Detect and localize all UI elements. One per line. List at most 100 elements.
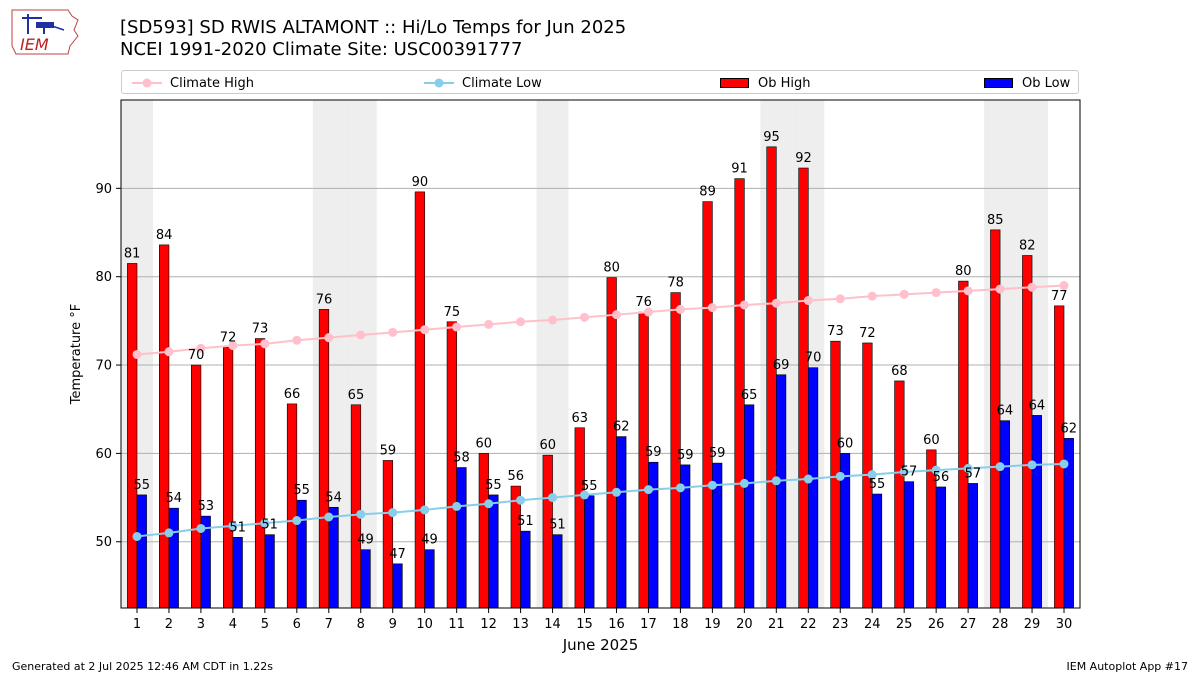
ob-high-label-28: 85 [987,213,1004,228]
ob-high-label-22: 92 [795,151,812,166]
climate-high-point-5 [260,339,270,349]
weekend-band-day-29 [1016,100,1049,608]
climate-low-point-8 [356,509,366,519]
x-tick-label-30: 30 [1056,617,1073,632]
ob-low-bar-27 [967,483,979,609]
ob-high-bar-6 [286,403,298,609]
ob-high-label-4: 72 [220,330,237,345]
climate-high-point-6 [292,335,302,345]
climate-high-point-16 [611,310,621,320]
ob-high-bar-11 [446,321,457,609]
climate-high-point-10 [420,325,430,335]
ob-high-label-23: 73 [827,324,844,339]
plot-frame [120,99,1081,609]
ob-high-label-30: 77 [1051,289,1068,304]
ob-high-label-16: 80 [603,261,620,276]
climate-low-point-3 [196,523,206,533]
weekend-band-day-1 [121,100,153,608]
ob-low-label-7: 54 [325,490,342,505]
ob-low-label-5: 51 [261,518,278,533]
ob-high-bar-12 [478,453,489,609]
ob-high-label-14: 60 [539,438,556,453]
climate-high-point-13 [516,317,526,327]
x-tick-label-5: 5 [261,617,269,632]
ob-high-label-5: 73 [252,322,269,337]
ob-low-bar-12 [488,494,499,609]
legend-item-climate-high: Climate High [132,74,254,92]
chart-title: [SD593] SD RWIS ALTAMONT :: Hi/Lo Temps … [120,17,627,38]
ob-low-label-23: 60 [837,436,854,451]
ob-high-label-27: 80 [955,264,972,279]
legend-swatch-ob-high [720,78,749,88]
y-axis-label: Temperature °F [69,304,84,405]
ob-low-label-19: 59 [709,446,726,461]
ob-high-label-25: 68 [891,364,908,379]
x-tick-label-14: 14 [544,617,561,632]
bars [127,146,1074,609]
legend-swatch-climate-high [132,78,162,88]
x-tick-label-10: 10 [416,617,433,632]
climate-low-point-14 [548,493,558,503]
ob-low-bar-3 [200,515,211,609]
climate-high-point-26 [931,288,941,298]
climate-low-point-6 [292,516,302,526]
x-tick-label-21: 21 [768,617,785,632]
ob-high-label-29: 82 [1019,238,1036,253]
ob-high-bar-8 [350,404,362,609]
climate-low-point-24 [867,470,877,480]
gridlines [121,187,1080,543]
ob-low-bar-11 [456,467,467,609]
climate-low-point-22 [803,474,813,484]
x-tick-label-23: 23 [832,617,849,632]
x-tick-label-28: 28 [992,617,1009,632]
ob-low-label-13: 51 [517,514,534,529]
climate-low-point-12 [484,499,494,509]
ob-high-bar-20 [734,178,745,609]
y-tick-label-60: 60 [95,447,112,462]
ob-high-bar-7 [318,309,330,609]
ob-high-bar-14 [542,454,553,609]
ob-low-bar-9 [392,563,403,609]
ob-low-label-9: 47 [389,547,406,562]
x-tick-label-6: 6 [293,617,301,632]
ob-high-label-19: 89 [699,185,716,200]
climate-low-point-30 [1059,459,1069,469]
ob-low-bar-8 [360,549,371,609]
ob-low-bar-26 [935,486,947,609]
ob-low-label-20: 65 [741,388,758,403]
x-tick-label-2: 2 [165,617,173,632]
ob-high-bar-23 [830,340,841,609]
climate-low-point-4 [228,521,238,531]
climate-low-point-13 [516,495,526,505]
x-tick-label-15: 15 [576,617,593,632]
climate-low-point-15 [580,490,590,500]
climate-high-point-12 [484,319,494,329]
ob-low-bar-20 [744,404,755,609]
climate-low-point-5 [260,518,270,528]
iem-logo: IEM [8,6,82,62]
svg-text:IEM: IEM [20,35,49,54]
ob-low-bar-22 [807,367,819,609]
ob-high-label-3: 70 [188,348,205,363]
ob-high-label-1: 81 [124,246,141,261]
weekend-band-day-22 [792,100,825,608]
ob-low-label-15: 55 [581,479,598,494]
ob-low-bar-15 [584,495,595,609]
climate-high-point-9 [388,327,398,337]
chart-subtitle: NCEI 1991-2020 Climate Site: USC00391777 [120,39,523,60]
climate-low-point-25 [899,467,909,477]
ob-low-bar-16 [616,436,627,609]
climate-high-point-8 [356,330,366,340]
weekend-bands [121,100,1049,608]
x-tick-label-17: 17 [640,617,657,632]
weekend-band-day-8 [344,100,377,608]
ob-low-bar-14 [552,534,563,609]
x-tick-label-1: 1 [133,617,141,632]
climate-high-point-27 [963,286,973,296]
climate-low-point-10 [420,505,430,515]
x-tick-label-18: 18 [672,617,689,632]
climate-high-point-14 [548,315,558,325]
climate-low-point-1 [132,531,142,541]
ob-low-bar-1 [136,494,147,609]
